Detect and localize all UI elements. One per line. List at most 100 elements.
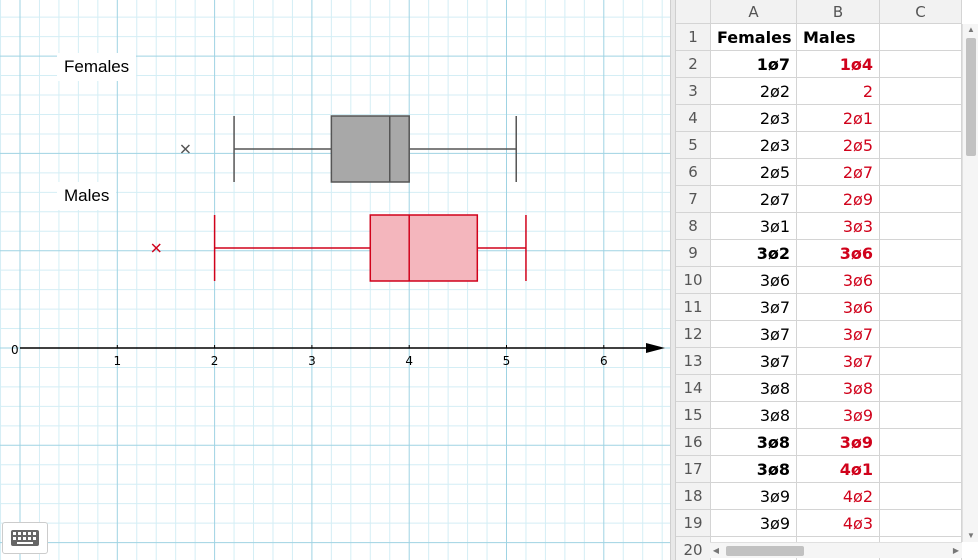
sheet-corner[interactable] <box>676 0 711 24</box>
cell-b-header[interactable]: Males <box>797 24 880 51</box>
females-label[interactable]: Females <box>57 53 137 81</box>
cell-c-empty[interactable] <box>880 132 962 159</box>
cell-females-value[interactable]: 3ø2 <box>711 240 797 267</box>
cell-females-value[interactable]: 3ø8 <box>711 429 797 456</box>
row-header[interactable]: 20 <box>676 537 711 560</box>
cell-c-empty[interactable] <box>880 240 962 267</box>
row-header[interactable]: 5 <box>676 132 711 159</box>
cell-females-value[interactable]: 2ø3 <box>711 105 797 132</box>
cell-males-value[interactable]: 1ø4 <box>797 51 880 78</box>
cell-c-empty[interactable] <box>880 24 962 51</box>
cell-c-empty[interactable] <box>880 105 962 132</box>
cell-females-value[interactable]: 3ø8 <box>711 402 797 429</box>
cell-c-empty[interactable] <box>880 510 962 537</box>
row-header[interactable]: 3 <box>676 78 711 105</box>
cell-males-value[interactable]: 4ø2 <box>797 483 880 510</box>
row-header[interactable]: 17 <box>676 456 711 483</box>
cell-c-empty[interactable] <box>880 348 962 375</box>
row-header[interactable]: 11 <box>676 294 711 321</box>
column-header-a[interactable]: A <box>711 0 797 24</box>
scroll-left-icon[interactable]: ◀ <box>712 546 720 555</box>
cell-males-value[interactable]: 3ø6 <box>797 240 880 267</box>
cell-a-header[interactable]: Females <box>711 24 797 51</box>
scroll-up-icon[interactable]: ▲ <box>967 25 975 34</box>
cell-males-value[interactable]: 4ø3 <box>797 510 880 537</box>
spreadsheet-view[interactable]: A B C 1 Females Males 2 1ø7 1ø4 3 2ø2 2 4 2ø3 2ø1 5 2… <box>676 0 980 560</box>
cell-c-empty[interactable] <box>880 51 962 78</box>
row-header[interactable]: 4 <box>676 105 711 132</box>
cell-c-empty[interactable] <box>880 267 962 294</box>
cell-females-value[interactable]: 3ø7 <box>711 321 797 348</box>
cell-females-value[interactable]: 2ø5 <box>711 159 797 186</box>
cell-c-empty[interactable] <box>880 78 962 105</box>
vertical-scrollbar[interactable]: ▲ ▼ <box>962 24 978 542</box>
cell-males-value[interactable]: 2ø7 <box>797 159 880 186</box>
scroll-right-icon[interactable]: ▶ <box>952 546 960 555</box>
boxplots[interactable] <box>151 115 527 282</box>
graphics-view[interactable]: 0 1 2 3 4 5 6 Females Males <box>0 0 670 560</box>
cell-males-value[interactable]: 3ø3 <box>797 213 880 240</box>
cell-c-empty[interactable] <box>880 429 962 456</box>
cell-females-value[interactable]: 3ø8 <box>711 375 797 402</box>
horizontal-scrollbar[interactable]: ◀ ▶ <box>710 542 962 558</box>
cell-males-value[interactable]: 3ø9 <box>797 429 880 456</box>
keyboard-button[interactable] <box>2 522 48 554</box>
cell-females-value[interactable]: 3ø9 <box>711 483 797 510</box>
cell-females-value[interactable]: 2ø3 <box>711 132 797 159</box>
row-header[interactable]: 10 <box>676 267 711 294</box>
cell-females-value[interactable]: 3ø7 <box>711 294 797 321</box>
cell-females-value[interactable]: 3ø9 <box>711 510 797 537</box>
row-header[interactable]: 13 <box>676 348 711 375</box>
row-header[interactable]: 12 <box>676 321 711 348</box>
vertical-scroll-thumb[interactable] <box>966 38 976 156</box>
row-header[interactable]: 6 <box>676 159 711 186</box>
view-divider[interactable] <box>670 0 676 560</box>
cell-males-value[interactable]: 3ø6 <box>797 294 880 321</box>
cell-females-value[interactable]: 2ø2 <box>711 78 797 105</box>
cell-c-empty[interactable] <box>880 159 962 186</box>
row-header[interactable]: 1 <box>676 24 711 51</box>
scroll-down-icon[interactable]: ▼ <box>967 531 975 540</box>
cell-c-empty[interactable] <box>880 213 962 240</box>
cell-c-empty[interactable] <box>880 321 962 348</box>
cell-c-empty[interactable] <box>880 375 962 402</box>
males-label[interactable]: Males <box>57 182 117 210</box>
row-header[interactable]: 8 <box>676 213 711 240</box>
cell-males-value[interactable]: 3ø6 <box>797 267 880 294</box>
cell-females-value[interactable]: 3ø8 <box>711 456 797 483</box>
cell-males-value[interactable]: 3ø7 <box>797 348 880 375</box>
cell-females-value[interactable]: 3ø1 <box>711 213 797 240</box>
cell-males-value[interactable]: 4ø1 <box>797 456 880 483</box>
row-header[interactable]: 18 <box>676 483 711 510</box>
cell-c-empty[interactable] <box>880 294 962 321</box>
axis-tick-label: 3 <box>308 354 316 368</box>
cell-males-value[interactable]: 3ø8 <box>797 375 880 402</box>
horizontal-scroll-thumb[interactable] <box>726 546 804 556</box>
cell-c-empty[interactable] <box>880 483 962 510</box>
cell-males-value[interactable]: 3ø7 <box>797 321 880 348</box>
cell-females-value[interactable]: 3ø6 <box>711 267 797 294</box>
row-header[interactable]: 7 <box>676 186 711 213</box>
cell-females-value[interactable]: 3ø7 <box>711 348 797 375</box>
row-header[interactable]: 9 <box>676 240 711 267</box>
column-header-b[interactable]: B <box>797 0 880 24</box>
cell-c-empty[interactable] <box>880 402 962 429</box>
boxplot-females[interactable] <box>180 115 517 183</box>
cell-females-value[interactable]: 1ø7 <box>711 51 797 78</box>
cell-males-value[interactable]: 2ø5 <box>797 132 880 159</box>
row-header[interactable]: 19 <box>676 510 711 537</box>
row-header[interactable]: 14 <box>676 375 711 402</box>
cell-males-value[interactable]: 2ø1 <box>797 105 880 132</box>
cell-males-value[interactable]: 2 <box>797 78 880 105</box>
row-header[interactable]: 15 <box>676 402 711 429</box>
cell-males-value[interactable]: 3ø9 <box>797 402 880 429</box>
boxplot-males[interactable] <box>151 214 527 282</box>
plot-canvas[interactable]: 0 1 2 3 4 5 6 <box>0 0 670 560</box>
cell-females-value[interactable]: 2ø7 <box>711 186 797 213</box>
row-header[interactable]: 2 <box>676 51 711 78</box>
cell-c-empty[interactable] <box>880 186 962 213</box>
row-header[interactable]: 16 <box>676 429 711 456</box>
cell-c-empty[interactable] <box>880 456 962 483</box>
cell-males-value[interactable]: 2ø9 <box>797 186 880 213</box>
column-header-c[interactable]: C <box>880 0 962 24</box>
